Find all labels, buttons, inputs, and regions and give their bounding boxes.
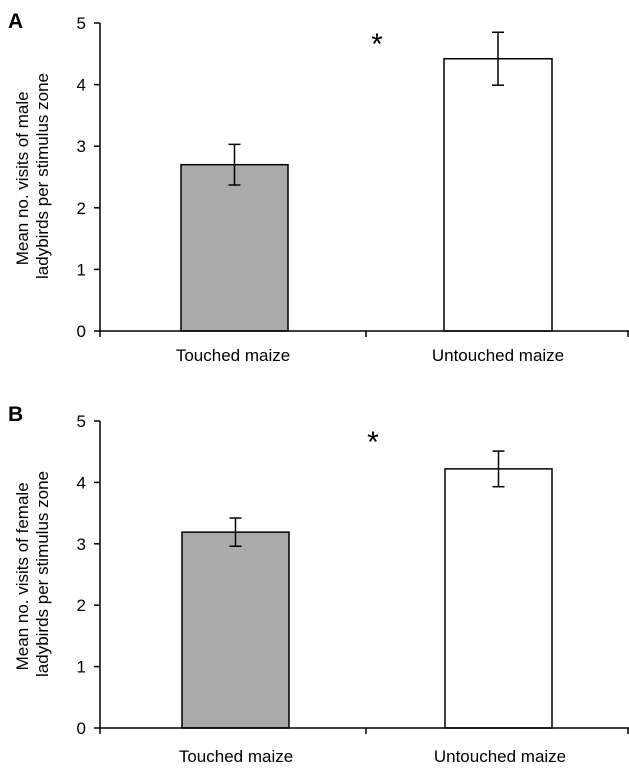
y-tick-label: 1 [77, 658, 86, 677]
significance-marker: * [367, 426, 379, 459]
category-label-untouched: Untouched maize [434, 747, 566, 766]
y-tick-label: 5 [77, 412, 86, 431]
significance-marker: * [371, 28, 383, 61]
panel-a: A Mean no. visits of male ladybirds per … [8, 10, 629, 365]
category-label-touched: Touched maize [176, 346, 290, 365]
y-tick-label: 0 [77, 322, 86, 341]
y-tick-label: 3 [77, 535, 86, 554]
y-tick-label: 4 [77, 473, 86, 492]
bar-untouched-maize [444, 468, 553, 729]
bar-untouched-maize [443, 57, 553, 332]
panel-label: A [8, 10, 23, 33]
bar-touched-maize [181, 531, 290, 729]
y-tick-label: 2 [77, 596, 86, 615]
y-tick-label: 0 [77, 719, 86, 738]
y-axis-label-line-2: ladybirds per stimulus zone [33, 471, 52, 677]
y-axis-label-line-2: ladybirds per stimulus zone [33, 73, 52, 279]
y-tick-label: 4 [77, 76, 86, 95]
category-label-untouched: Untouched maize [432, 346, 564, 365]
bar-touched-maize [180, 163, 289, 332]
y-axis-label-line-1: Mean no. visits of male [13, 91, 32, 265]
category-label-touched: Touched maize [179, 747, 293, 766]
y-tick-label: 2 [77, 199, 86, 218]
y-axis-label-line-1: Mean no. visits of female [13, 482, 32, 670]
y-axis-label: Mean no. visits of female ladybirds per … [13, 471, 52, 677]
y-tick-label: 1 [77, 260, 86, 279]
y-axis-label: Mean no. visits of male ladybirds per st… [13, 73, 52, 279]
panel-b: B Mean no. visits of female ladybirds pe… [8, 403, 629, 766]
panel-label: B [8, 403, 23, 426]
y-tick-label: 3 [77, 137, 86, 156]
y-tick-label: 5 [77, 14, 86, 33]
